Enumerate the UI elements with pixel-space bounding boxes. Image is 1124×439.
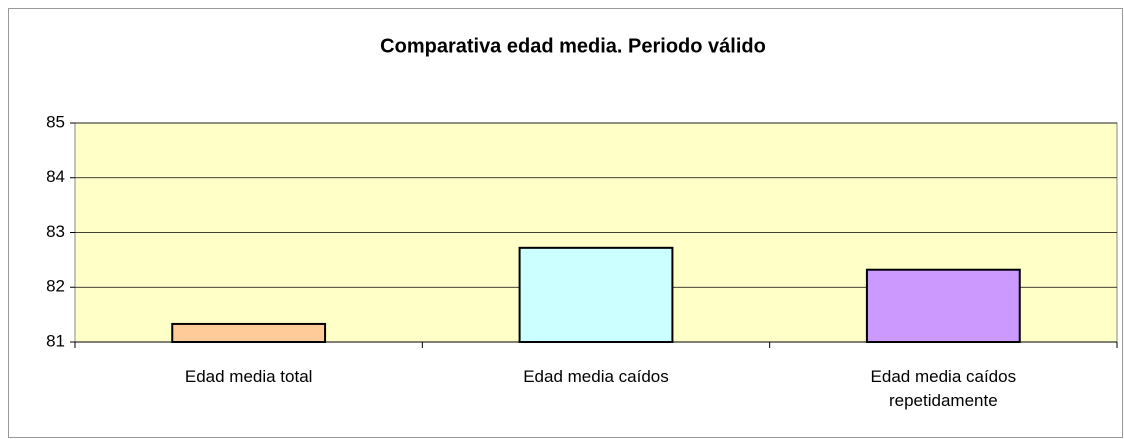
- x-tick-label: Edad media caídos: [523, 367, 669, 386]
- bar: [171, 322, 327, 343]
- bar: [865, 268, 1021, 344]
- x-tick-label: Edad media total: [184, 367, 313, 386]
- y-tick-label: 81: [46, 331, 65, 350]
- y-tick-label: 84: [46, 167, 65, 186]
- bar: [518, 246, 674, 343]
- y-tick-label: 85: [46, 112, 65, 131]
- chart-title: Comparativa edad media. Periodo válido: [380, 35, 766, 57]
- y-tick-label: 82: [46, 277, 65, 296]
- y-tick-label: 83: [46, 222, 65, 241]
- x-tick-label: Edad media caídos repetidamente: [870, 367, 1017, 410]
